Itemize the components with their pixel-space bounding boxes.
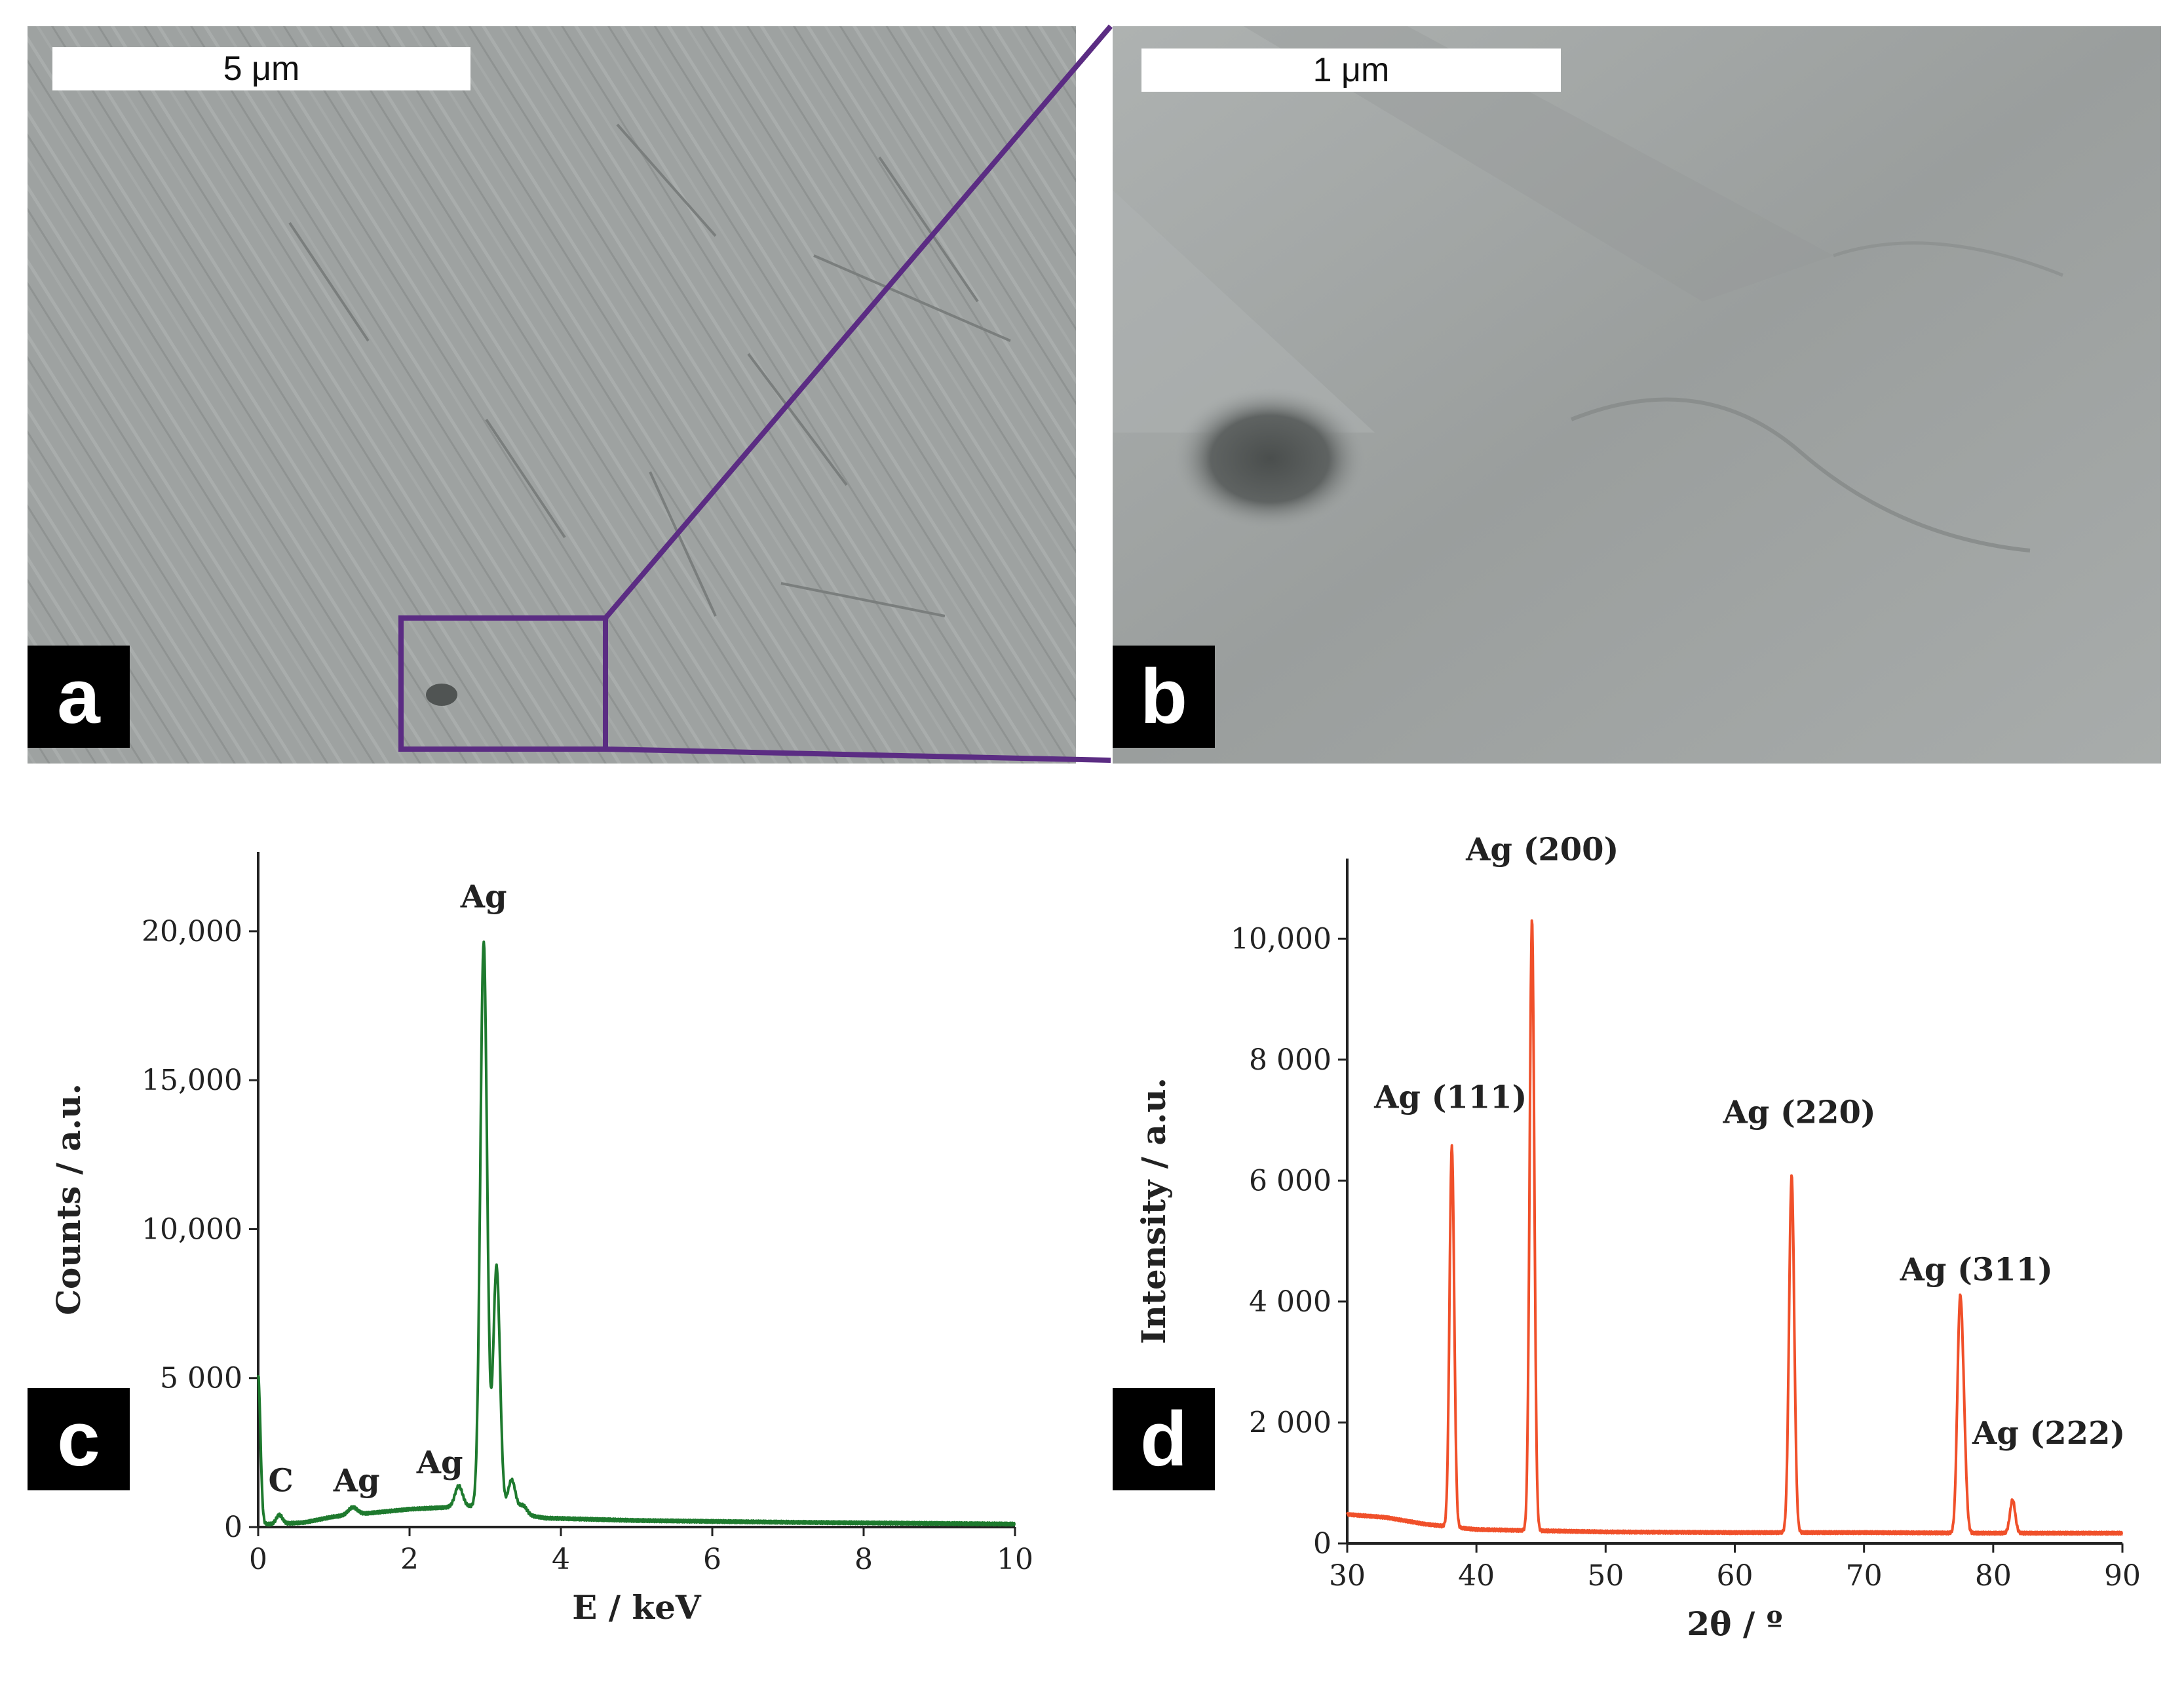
scale-bar-a: 5 μm	[52, 47, 470, 90]
x-tick-label: 60	[1717, 1559, 1753, 1593]
y-tick-label: 6 000	[1249, 1164, 1331, 1197]
y-tick-label: 2 000	[1249, 1406, 1331, 1439]
eds-chart-panel: 0 2 4 6 8 10 0 5 000 10,000 15,000 20,000 E / keV Co…	[28, 826, 1076, 1678]
peak-annotation: Ag	[460, 879, 507, 916]
y-tick-label: 10,000	[1231, 922, 1331, 956]
y-tick-label: 0	[1313, 1527, 1331, 1560]
scale-bar-b: 1 μm	[1141, 48, 1561, 92]
peak-annotation: Ag	[416, 1444, 463, 1481]
panel-letter-c: c	[28, 1388, 130, 1490]
y-tick-label: 5 000	[160, 1362, 242, 1395]
peak-annotation: C	[269, 1462, 294, 1499]
y-axis-label: Counts / a.u.	[49, 1083, 88, 1315]
y-tick-label: 10,000	[142, 1212, 242, 1246]
x-axis-label: E / keV	[572, 1588, 702, 1627]
sem-image-a: 5 μm a	[28, 26, 1076, 764]
x-tick-label: 30	[1329, 1559, 1366, 1593]
zoom-box	[398, 615, 608, 752]
x-tick-label: 50	[1587, 1559, 1624, 1593]
x-tick-label: 2	[400, 1543, 419, 1576]
y-tick-label: 4 000	[1249, 1285, 1331, 1319]
sem-texture-a	[28, 26, 1076, 764]
panel-letter-b: b	[1113, 646, 1215, 748]
x-tick-label: 40	[1458, 1559, 1495, 1593]
peak-annotation: Ag (311)	[1900, 1252, 2053, 1288]
peak-annotation: Ag (111)	[1373, 1079, 1527, 1116]
x-tick-label: 80	[1975, 1559, 2012, 1593]
y-tick-label: 8 000	[1249, 1043, 1331, 1077]
sem-image-b: 1 μm b	[1113, 26, 2161, 764]
y-tick-label: 15,000	[142, 1064, 242, 1097]
series-line	[257, 940, 1016, 1527]
zoom-connector-top	[603, 24, 1113, 620]
peak-annotation: Ag	[333, 1462, 380, 1499]
x-tick-label: 10	[997, 1543, 1033, 1576]
zoom-overlay	[398, 24, 1113, 763]
peak-annotation: Ag (220)	[1723, 1094, 1876, 1131]
x-tick-label: 70	[1846, 1559, 1883, 1593]
zoom-connector-bottom	[605, 746, 1111, 763]
eds-chart: 0 2 4 6 8 10 0 5 000 10,000 15,000 20,000 E / keV Co…	[49, 852, 1033, 1627]
x-tick-label: 0	[249, 1543, 267, 1576]
series-line	[1346, 919, 2124, 1536]
x-tick-label: 6	[703, 1543, 721, 1576]
panel-letter-a: a	[28, 646, 130, 748]
sem-texture-b	[1113, 26, 2161, 764]
xrd-chart-panel: 30 40 50 60 70 80 90 0 2 000 4 000 6 000 8 000 10,00…	[1113, 826, 2161, 1678]
y-tick-label: 0	[224, 1511, 242, 1544]
xrd-chart: 30 40 50 60 70 80 90 0 2 000 4 000 6 000 8 000 10,00…	[1134, 831, 2141, 1643]
x-axis-label: 2θ / º	[1687, 1604, 1782, 1643]
y-axis-label: Intensity / a.u.	[1134, 1077, 1173, 1344]
y-tick-label: 20,000	[142, 915, 242, 948]
panel-letter-d: d	[1113, 1388, 1215, 1490]
x-tick-label: 90	[2104, 1559, 2141, 1593]
x-tick-label: 8	[854, 1543, 873, 1576]
peak-annotation: Ag (200)	[1465, 831, 1619, 868]
x-tick-label: 4	[552, 1543, 570, 1576]
peak-annotation: Ag (222)	[1972, 1415, 2125, 1452]
